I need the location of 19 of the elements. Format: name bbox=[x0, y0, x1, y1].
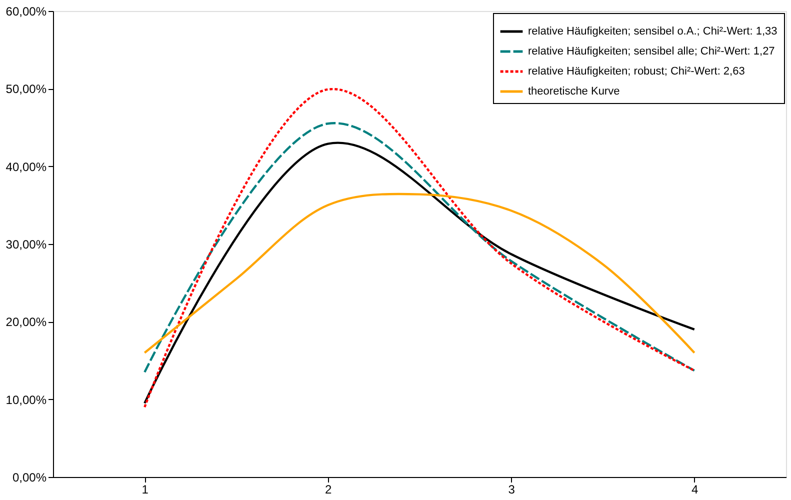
x-tick-label: 2 bbox=[325, 482, 332, 496]
x-tick-label: 4 bbox=[692, 482, 699, 496]
x-tick-label: 1 bbox=[142, 482, 149, 496]
x-tick-label: 3 bbox=[508, 482, 516, 496]
y-tick-label: 30,00% bbox=[6, 238, 47, 252]
y-tick-label: 0,00% bbox=[12, 470, 47, 484]
y-tick-label: 20,00% bbox=[6, 315, 47, 330]
legend-label: theoretische Kurve bbox=[528, 86, 620, 98]
y-tick-label: 10,00% bbox=[6, 392, 47, 407]
legend-label: relative Häufigkeiten; robust; Chi²-Wert: 2,63 bbox=[528, 66, 745, 78]
legend-label: relative Häufigkeiten; sensibel alle; Chi²-Wert: 1,27 bbox=[528, 46, 775, 58]
line-series bbox=[144, 88, 696, 408]
y-tick-label: 40,00% bbox=[6, 160, 47, 174]
line-series bbox=[144, 142, 696, 404]
line-series bbox=[144, 122, 696, 374]
y-tick-label: 60,00% bbox=[6, 4, 47, 18]
line-series bbox=[144, 192, 696, 354]
legend-label: relative Häufigkeiten; sensibel o.A.; Chi²-Wert: 1,33 bbox=[528, 26, 778, 38]
y-tick-label: 50,00% bbox=[6, 82, 47, 96]
